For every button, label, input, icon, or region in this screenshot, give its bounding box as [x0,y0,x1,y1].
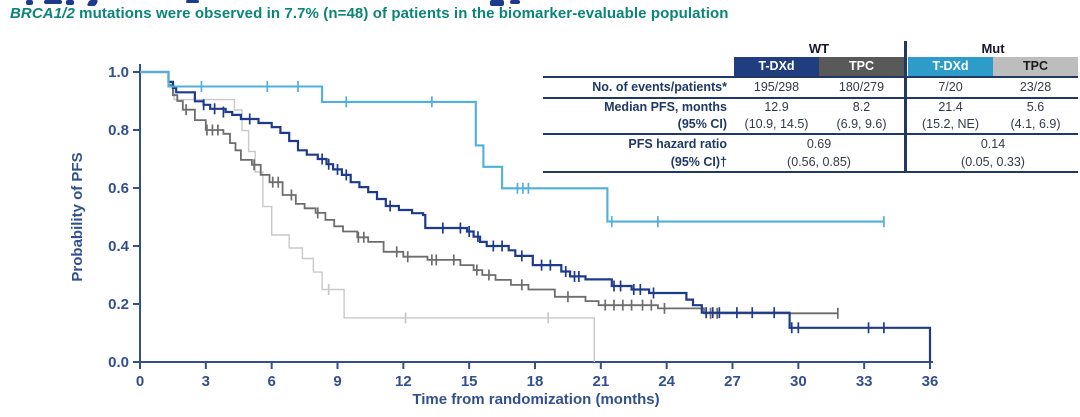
median-tdxd-mut: 21.4 [938,100,963,114]
table-group-header-row: WT Mut [543,41,1078,57]
x-tick-label: 33 [856,373,873,390]
hazard-mut: 0.14 [980,137,1006,151]
x-axis-label: Time from randomization (months) [412,391,659,408]
median-ci-tpc-mut: (4.1, 6.9) [1010,117,1061,131]
y-tick-label: 0.8 [108,122,129,139]
page-title: BRCA1/2 mutations were observed in 7.7% … [10,5,1070,22]
km-curve-tpc-wt [140,71,838,315]
x-tick-label: 3 [202,373,210,390]
row-label-events: No. of events/patients* [592,80,727,94]
median-tdxd-wt: 12.9 [764,100,789,114]
table-row-events: No. of events/patients* 195/298 180/279 … [543,76,1078,97]
group-header-wt: WT [808,41,830,56]
row-label-hazard: PFS hazard ratio [628,137,727,151]
km-curve-tdxd-mut [140,70,884,223]
median-ci-tpc-wt: (6.9, 9.6) [836,117,887,131]
x-tick-label: 18 [527,373,544,390]
row-label-median: Median PFS, months [604,100,727,114]
median-ci-tdxd-mut: (15.2, NE) [922,117,979,131]
table-row-median: Median PFS, months 12.9 8.2 21.4 5.6 (95… [543,97,1078,133]
y-tick-label: 0.6 [108,180,129,197]
events-tdxd-mut: 7/20 [938,80,963,94]
median-tpc-wt: 8.2 [852,100,871,114]
hazard-ci-wt: (0.56, 0.85) [787,155,851,169]
km-curve-tdxd-wt [140,70,932,362]
x-tick-label: 0 [136,373,144,390]
y-tick-label: 1.0 [108,64,129,81]
row-label-median-ci: (95% CI) [677,117,727,131]
x-tick-label: 30 [790,373,807,390]
col-header-tpc-wt: TPC [819,57,904,76]
x-tick-label: 15 [461,373,478,390]
x-tick-label: 27 [724,373,741,390]
wt-mut-divider [904,41,907,171]
median-tpc-mut: 5.6 [1026,100,1045,114]
hazard-wt: 0.69 [806,137,832,151]
x-tick-label: 24 [658,373,675,390]
title-text: mutations were observed in 7.7% (n=48) o… [74,5,729,22]
events-tdxd-wt: 195/298 [753,80,800,94]
x-tick-label: 21 [592,373,609,390]
title-gene-name: BRCA1/2 [10,5,75,22]
x-tick-label: 9 [333,373,341,390]
table-row-hazard: PFS hazard ratio 0.69 0.14 (95% CI)† (0.… [543,133,1078,171]
x-tick-label: 6 [267,373,275,390]
events-tpc-mut: 23/28 [1019,80,1052,94]
row-label-hazard-ci: (95% CI)† [670,155,727,169]
median-ci-tdxd-wt: (10.9, 14.5) [744,117,809,131]
col-header-tdxd-wt: T-DXd [734,57,819,76]
events-tpc-wt: 180/279 [838,80,885,94]
y-axis-label: Probability of PFS [69,152,86,281]
km-curve-tpc-mut [140,71,595,362]
table-column-header-row: T-DXd TPC T-DXd TPC [543,57,1078,76]
y-tick-label: 0.4 [108,238,130,255]
group-header-mut: Mut [981,41,1005,56]
hazard-ci-mut: (0.05, 0.33) [961,155,1025,169]
col-header-tpc-mut: TPC [993,57,1078,76]
x-tick-label: 12 [395,373,412,390]
col-header-tdxd-mut: T-DXd [908,57,993,76]
y-tick-label: 0.2 [108,296,129,313]
statistics-table: WT Mut T-DXd TPC T-DXd TPC No. of events… [543,41,1078,173]
y-tick-label: 0.0 [108,354,129,371]
x-tick-label: 36 [922,373,939,390]
